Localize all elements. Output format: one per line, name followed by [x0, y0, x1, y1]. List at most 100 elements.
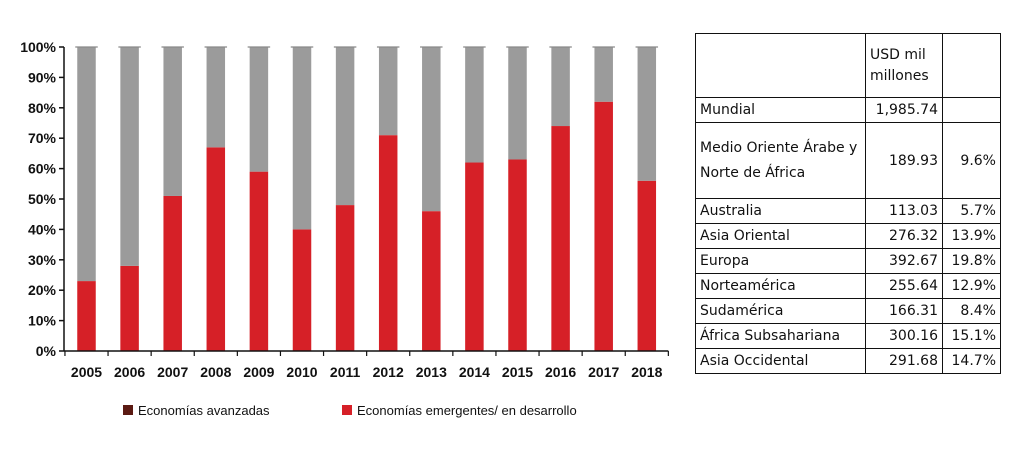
table-cell-share: 12.9%: [942, 273, 1001, 299]
bar-emerging: [551, 126, 570, 351]
table-row: Europa 392.67 19.8%: [695, 248, 1001, 274]
y-axis: 0% 10% 20% 30% 40% 50% 60% 70% 80% 90% 100%: [20, 39, 65, 359]
x-tick-label: 2016: [545, 364, 576, 380]
table-cell-region: Europa: [695, 248, 866, 274]
table-header-row: USD mil millones: [695, 33, 1001, 98]
bar-emerging: [637, 180, 657, 351]
x-tick-label: 2013: [416, 364, 447, 380]
y-tick-label: 100%: [20, 39, 56, 55]
regional-table: USD mil millones Mundial 1,985.74 Medio Or…: [695, 33, 1001, 374]
x-tick-label: 2018: [631, 364, 662, 380]
bar-emerging: [120, 265, 139, 351]
table-cell-share: 15.1%: [942, 323, 1001, 349]
bar-advanced: [292, 47, 312, 230]
legend-label: Economías emergentes/ en desarrollo: [357, 403, 577, 418]
table-cell-value: 189.93: [865, 122, 943, 199]
table-header-region: [695, 33, 866, 98]
x-tick-label: 2011: [330, 364, 361, 380]
table-cell-value: 392.67: [865, 248, 943, 274]
x-tick-label: 2006: [114, 364, 145, 380]
table-cell-value: 300.16: [865, 323, 943, 349]
stacked-bar-chart: 0%10%20%30%40%50%60%70%80%90%100% 2005 20…: [20, 39, 669, 418]
bar-advanced: [120, 47, 139, 266]
table-row: Medio Oriente Árabe y Norte de África 189…: [695, 122, 1001, 199]
y-tick-label: 50%: [28, 191, 57, 207]
bar-advanced: [422, 47, 441, 212]
bar-emerging: [465, 162, 484, 351]
bar-emerging: [508, 159, 527, 351]
y-tick-label: 60%: [28, 161, 57, 177]
table-row: Norteamérica 255.64 12.9%: [695, 273, 1001, 299]
bar-advanced: [335, 47, 355, 206]
table-row: Asia Occidental 291.68 14.7%: [695, 348, 1001, 374]
x-tick-label: 2007: [157, 364, 188, 380]
table-cell-region: África Subsahariana: [695, 323, 866, 349]
y-tick-label: 40%: [28, 221, 57, 237]
bar-advanced: [249, 47, 269, 172]
legend-label: Economías avanzadas: [138, 403, 270, 418]
table-cell-share: 19.8%: [942, 248, 1001, 274]
table-cell-value: 166.31: [865, 298, 943, 324]
bar-advanced: [77, 47, 96, 282]
table-cell-region: Norteamérica: [695, 273, 866, 299]
table-row: Asia Oriental 276.32 13.9%: [695, 223, 1001, 249]
table-row: África Subsahariana 300.16 15.1%: [695, 323, 1001, 349]
bar-advanced: [163, 47, 182, 196]
bar-emerging: [206, 147, 226, 351]
bar-advanced: [465, 47, 484, 163]
table-cell-share: 5.7%: [942, 198, 1001, 224]
table-cell-share: 14.7%: [942, 348, 1001, 374]
bar-advanced: [206, 47, 226, 148]
table-cell-share: [942, 97, 1001, 123]
x-tick-label: 2017: [588, 364, 619, 380]
x-tick-label: 2012: [373, 364, 404, 380]
bar-advanced: [551, 47, 570, 127]
legend-swatch: [342, 405, 352, 415]
table-cell-value: 291.68: [865, 348, 943, 374]
bar-emerging: [292, 229, 312, 351]
bar-emerging: [163, 195, 182, 351]
legend-swatch: [123, 405, 133, 415]
bar-emerging: [335, 205, 355, 351]
table-cell-value: 255.64: [865, 273, 943, 299]
table-cell-region: Sudamérica: [695, 298, 866, 324]
x-tick-label: 2008: [200, 364, 231, 380]
bar-emerging: [249, 171, 269, 351]
bar-advanced: [637, 47, 657, 181]
y-tick-label: 90%: [28, 69, 57, 85]
table-cell-share: 8.4%: [942, 298, 1001, 324]
table-header-share: [942, 33, 1001, 98]
table-cell-share: 13.9%: [942, 223, 1001, 249]
table-row: Australia 113.03 5.7%: [695, 198, 1001, 224]
bar-emerging: [77, 281, 96, 351]
y-tick-label: 0%: [36, 343, 57, 359]
bar-emerging: [422, 211, 441, 351]
y-tick-label: 80%: [28, 100, 57, 116]
bar-emerging: [378, 135, 398, 351]
y-tick-label: 70%: [28, 130, 57, 146]
legend: Economías avanzadas Economías emergentes/…: [123, 403, 577, 418]
x-tick-label: 2015: [502, 364, 533, 380]
y-tick-label: 20%: [28, 282, 57, 298]
x-axis: 2005 2006 2007 2008 2009 2010 2011 2012 2013 2014…: [64, 350, 669, 380]
y-tick-label: 30%: [28, 252, 57, 268]
bars: [75, 46, 659, 351]
table-cell-region: Mundial: [695, 97, 866, 123]
table-header-value: USD mil millones: [865, 33, 943, 98]
table-row: Sudamérica 166.31 8.4%: [695, 298, 1001, 324]
x-tick-label: 2005: [71, 364, 102, 380]
table-cell-value: 113.03: [865, 198, 943, 224]
x-tick-label: 2009: [243, 364, 274, 380]
table-cell-region: Asia Oriental: [695, 223, 866, 249]
table-cell-region: Asia Occidental: [695, 348, 866, 374]
y-tick-label: 10%: [28, 313, 57, 329]
bar-emerging: [594, 101, 613, 351]
table-cell-share: 9.6%: [942, 122, 1001, 199]
table-cell-region: Australia: [695, 198, 866, 224]
x-tick-label: 2010: [286, 364, 317, 380]
table-row: Mundial 1,985.74: [695, 97, 1001, 123]
bar-advanced: [378, 47, 398, 136]
x-tick-label: 2014: [459, 364, 490, 380]
table-cell-value: 1,985.74: [865, 97, 943, 123]
bar-advanced: [508, 47, 527, 160]
